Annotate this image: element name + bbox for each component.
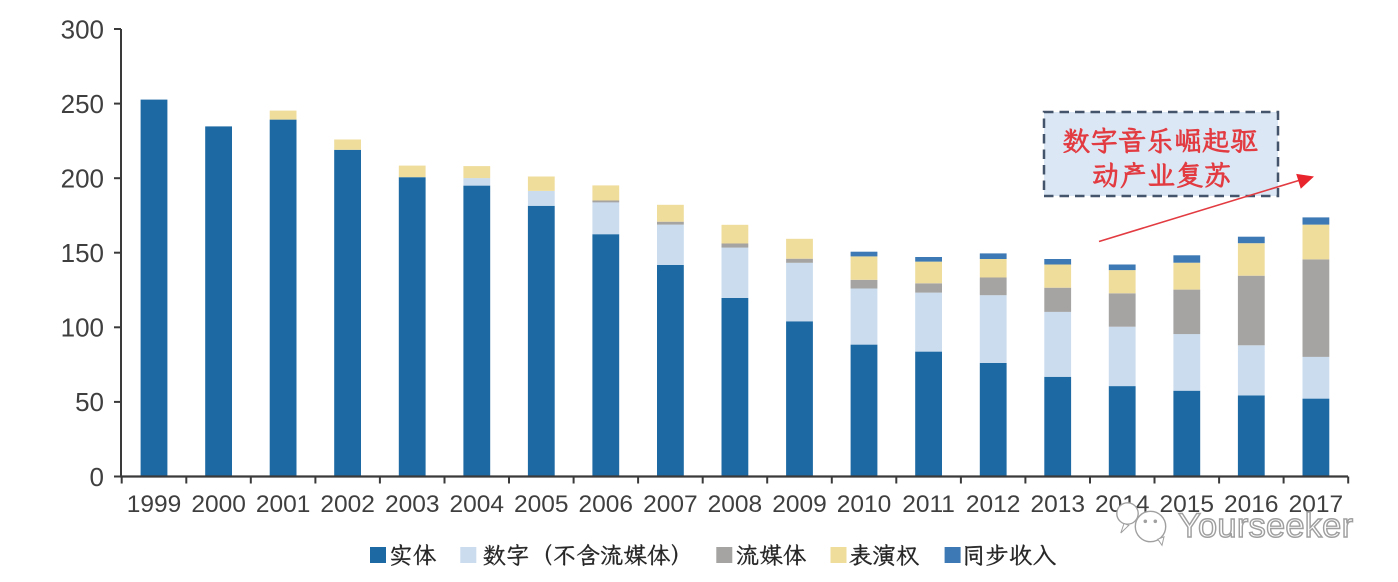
svg-text:2017: 2017 bbox=[1289, 491, 1344, 518]
svg-text:150: 150 bbox=[61, 238, 104, 268]
svg-text:300: 300 bbox=[61, 14, 104, 44]
svg-text:2002: 2002 bbox=[320, 491, 375, 518]
svg-text:2016: 2016 bbox=[1224, 491, 1279, 518]
svg-text:2009: 2009 bbox=[772, 491, 827, 518]
svg-text:1999: 1999 bbox=[127, 491, 182, 518]
svg-text:250: 250 bbox=[61, 89, 104, 119]
svg-text:0: 0 bbox=[90, 462, 104, 492]
svg-text:2008: 2008 bbox=[708, 491, 763, 518]
svg-text:200: 200 bbox=[61, 164, 104, 194]
svg-text:2011: 2011 bbox=[902, 491, 955, 518]
svg-text:2012: 2012 bbox=[966, 491, 1021, 518]
svg-text:2006: 2006 bbox=[579, 491, 634, 518]
svg-text:2004: 2004 bbox=[450, 491, 505, 518]
svg-text:50: 50 bbox=[75, 387, 104, 417]
svg-text:2001: 2001 bbox=[256, 491, 311, 518]
svg-text:100: 100 bbox=[61, 313, 104, 343]
svg-text:Yourseeker: Yourseeker bbox=[1178, 507, 1353, 545]
svg-text:2010: 2010 bbox=[837, 491, 892, 518]
svg-text:2007: 2007 bbox=[643, 491, 698, 518]
svg-text:2013: 2013 bbox=[1030, 491, 1085, 518]
svg-text:2003: 2003 bbox=[385, 491, 440, 518]
svg-text:2005: 2005 bbox=[514, 491, 569, 518]
svg-text:2000: 2000 bbox=[191, 491, 246, 518]
svg-text:2015: 2015 bbox=[1160, 491, 1215, 518]
